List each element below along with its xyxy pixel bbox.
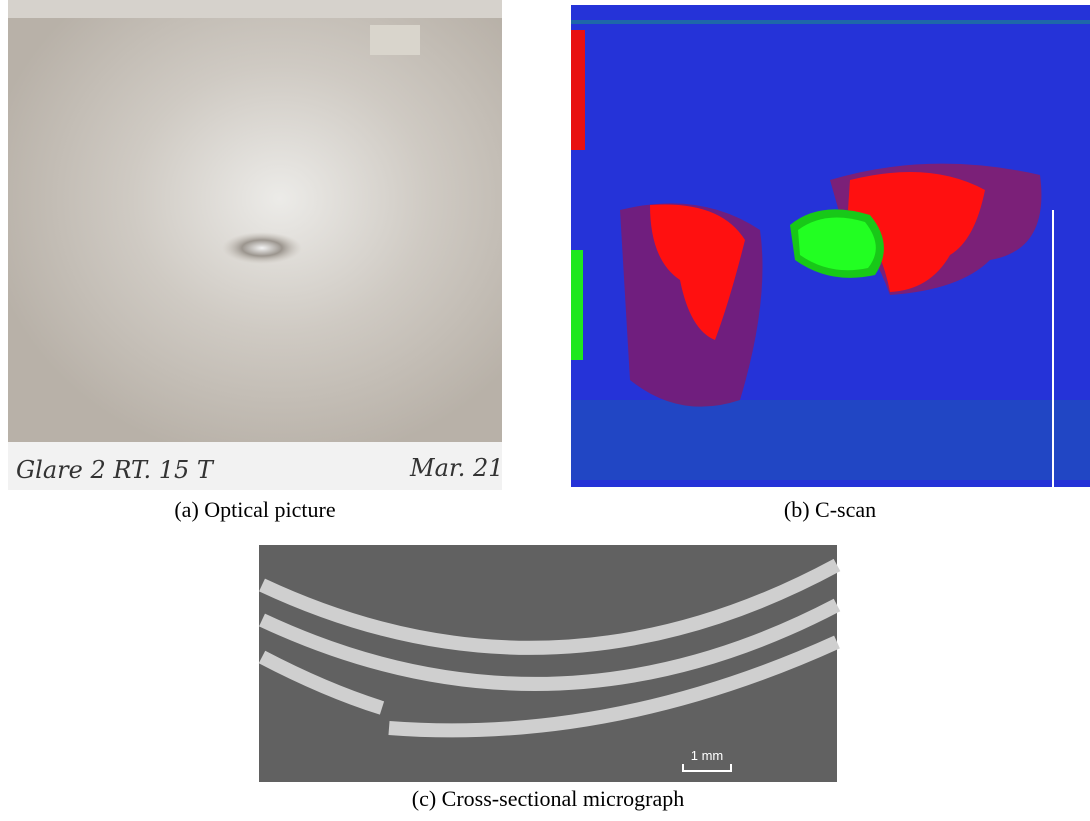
scan-noise: [571, 400, 1090, 480]
caption: (c) Cross-sectional micrograph: [412, 786, 684, 811]
edge-indication: [571, 30, 585, 150]
handwritten-label: Glare 2 RT. 15 T: [16, 456, 215, 484]
scale-bar-label: 1 mm: [691, 748, 724, 763]
figure: Glare 2 RT. 15 T Mar. 21 (a) Optical pic…: [0, 0, 1090, 821]
panel-edge: [8, 0, 502, 18]
edge-indication: [571, 250, 583, 360]
impact-dent: [222, 232, 302, 264]
micrograph-background: [259, 545, 837, 782]
optical-picture: Glare 2 RT. 15 T Mar. 21: [8, 0, 504, 490]
handwritten-date: Mar. 21: [409, 454, 504, 482]
caption: (b) C-scan: [784, 497, 876, 522]
c-scan: [571, 5, 1090, 487]
caption: (a) Optical picture: [174, 497, 335, 522]
micrograph: 1 mm: [259, 545, 837, 782]
panel-surface: [8, 0, 502, 442]
scan-noise: [571, 20, 1090, 24]
cursor-line: [1052, 210, 1054, 487]
paint-patch: [370, 25, 420, 55]
